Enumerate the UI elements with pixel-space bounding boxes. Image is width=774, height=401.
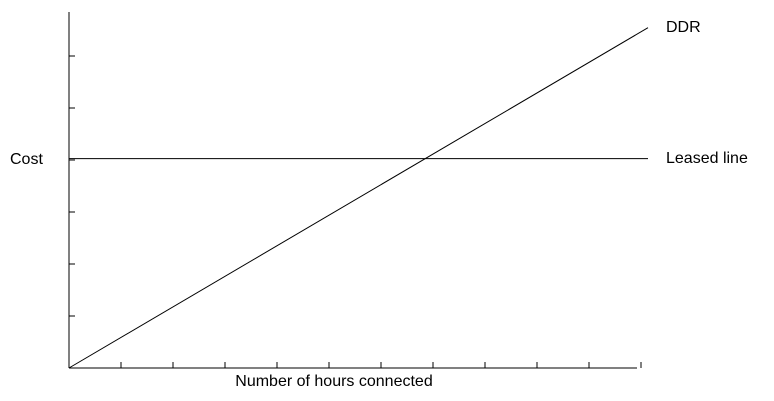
labels: Cost Number of hours connected DDR Leased… [10,19,748,390]
axes [68,12,637,369]
series-label-ddr: DDR [666,19,701,36]
x-axis-label: Number of hours connected [235,373,432,390]
series-label-leased-line: Leased line [666,150,748,167]
tick-marks [69,55,642,368]
y-axis-label: Cost [10,151,43,168]
series-line-ddr [68,27,649,369]
series-lines [68,27,649,369]
